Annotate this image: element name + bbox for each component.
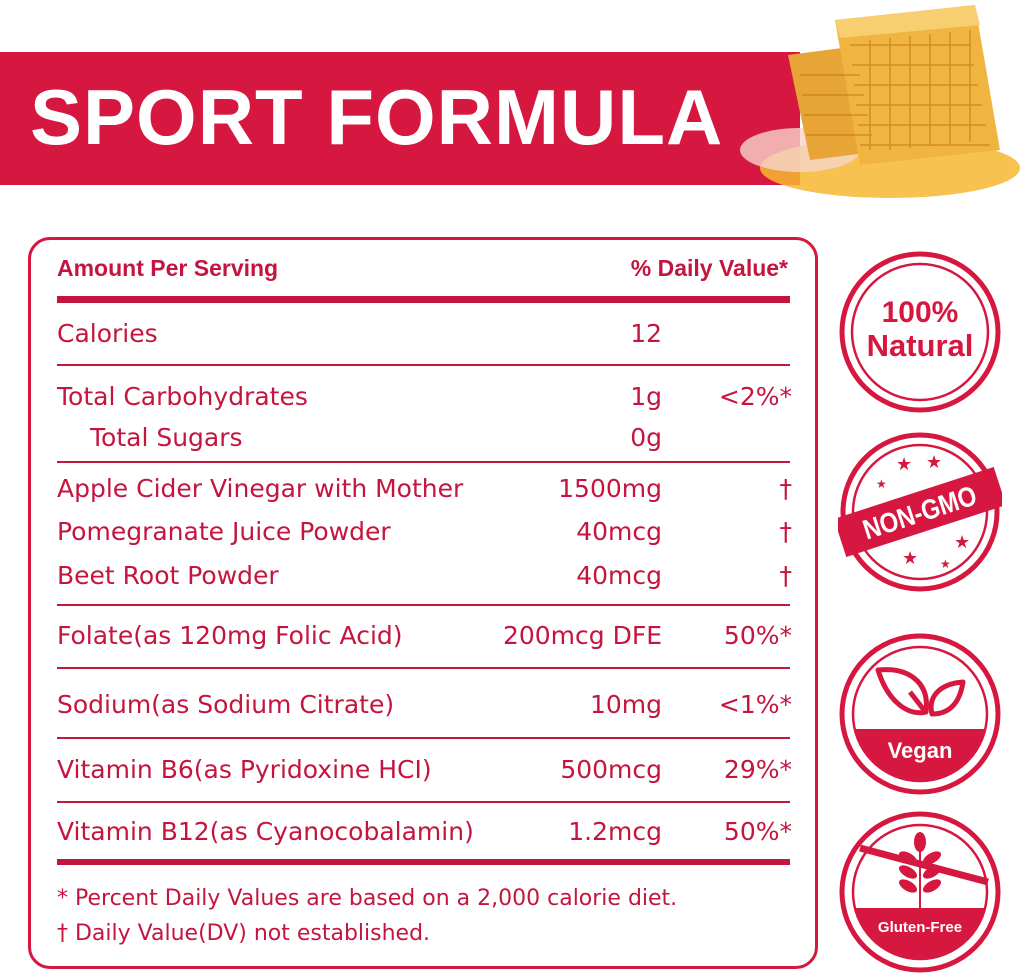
row-divider (57, 801, 790, 803)
nutrient-daily-value: <2%* (718, 382, 792, 411)
nutrient-name: Total Carbohydrates (57, 382, 308, 411)
nutrient-name: Total Sugars (90, 423, 243, 452)
nutrient-name: Sodium(as Sodium Citrate) (57, 690, 395, 719)
row-divider (57, 604, 790, 606)
header-divider (57, 296, 790, 303)
vegan-label: Vegan (888, 738, 953, 763)
nutrient-amount: 40mcg (576, 561, 662, 590)
gluten-free-badge: Gluten-Free (839, 811, 1001, 973)
nutrient-name: Calories (57, 319, 158, 348)
row-divider (57, 667, 790, 669)
nutrient-name: Vitamin B6(as Pyridoxine HCI) (57, 755, 432, 784)
star-icons: ★ ★★ ★★ ★ (876, 452, 970, 571)
nutrient-amount: 500mcg (560, 755, 662, 784)
gluten-free-label: Gluten-Free (878, 919, 962, 936)
row-divider (57, 737, 790, 739)
svg-text:★: ★ (940, 557, 951, 571)
leaf-icon (875, 667, 966, 717)
nutrient-name: Beet Root Powder (57, 561, 279, 590)
row-divider (57, 364, 790, 366)
footnote-daily-values: * Percent Daily Values are based on a 2,… (57, 886, 678, 911)
nutrient-amount: 1.2mcg (568, 817, 662, 846)
strike-line (859, 844, 989, 886)
natural-line1: 100% (882, 296, 959, 329)
title-banner (0, 52, 800, 185)
svg-text:★: ★ (926, 452, 942, 473)
supplement-facts-panel (28, 237, 818, 969)
honeycomb-image (740, 5, 1020, 198)
nutrient-daily-value: <1%* (718, 690, 792, 719)
row-divider (57, 461, 790, 463)
nutrient-name: Vitamin B12(as Cyanocobalamin) (57, 817, 474, 846)
nutrient-daily-value: † (779, 474, 793, 503)
vegan-badge: Vegan (839, 633, 1001, 795)
nutrient-daily-value: 50%* (723, 817, 792, 846)
non-gmo-badge: ★ ★★ ★★ ★ NON-GMO (838, 432, 1002, 592)
daily-value-header: % Daily Value* (630, 255, 788, 281)
nutrient-amount: 12 (630, 319, 662, 348)
nutrient-amount: 200mcg DFE (502, 621, 662, 650)
nutrient-amount: 10mg (589, 690, 662, 719)
nutrient-daily-value: † (779, 517, 793, 546)
svg-text:★: ★ (876, 477, 887, 491)
nutrient-daily-value: 50%* (723, 621, 792, 650)
svg-text:★: ★ (902, 548, 918, 569)
nutrient-amount: 1g (630, 382, 662, 411)
natural-badge: 100% Natural (839, 251, 1001, 413)
amount-per-serving-header: Amount Per Serving (57, 255, 279, 281)
footnote-dv-not-established: † Daily Value(DV) not established. (57, 921, 431, 946)
product-title: SPORT FORMULA (30, 73, 724, 161)
svg-text:★: ★ (896, 454, 912, 475)
nutrient-amount: 40mcg (576, 517, 662, 546)
natural-line2: Natural (867, 328, 974, 363)
nutrient-amount: 0g (630, 423, 662, 452)
nutrient-daily-value: 29%* (723, 755, 792, 784)
nutrient-daily-value: † (779, 561, 793, 590)
nutrient-name: Apple Cider Vinegar with Mother (57, 474, 464, 503)
footer-divider (57, 859, 790, 865)
svg-text:★: ★ (954, 532, 970, 553)
nutrient-amount: 1500mg (558, 474, 662, 503)
nutrient-name: Folate(as 120mg Folic Acid) (57, 621, 403, 650)
nutrient-name: Pomegranate Juice Powder (57, 517, 391, 546)
